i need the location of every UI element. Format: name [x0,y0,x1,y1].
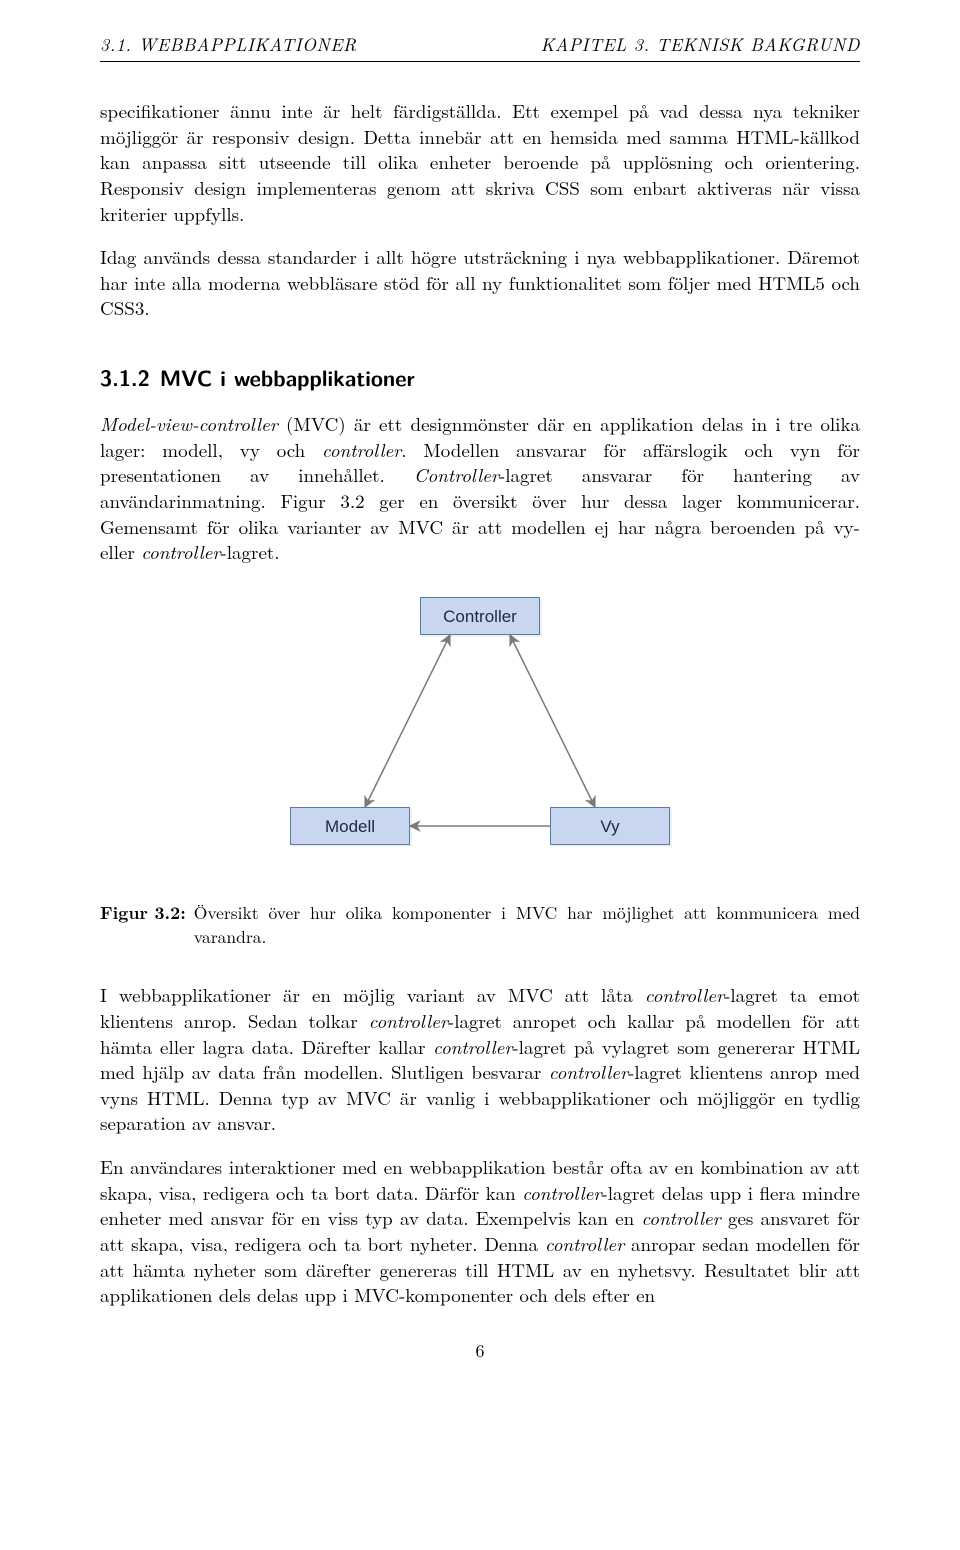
figure-3-2: Controller Modell Vy [100,587,860,887]
header-left: 3.1. WEBBAPPLIKATIONER [100,32,357,57]
running-header: 3.1. WEBBAPPLIKATIONER KAPITEL 3. TEKNIS… [100,32,860,57]
paragraph-1: specifikationer ännu inte är helt färdig… [100,98,860,226]
paragraph-2: Idag används dessa standarder i allt hög… [100,244,860,321]
mvc-node-modell: Modell [290,807,410,845]
term-mvc: Model-view-controller [100,410,278,437]
paragraph-4: I webbapplikationer är en möjlig variant… [100,982,860,1136]
mvc-edge-controller-vy [510,635,595,807]
section-number: 3.1.2 [100,361,150,393]
mvc-node-vy: Vy [550,807,670,845]
header-rule [100,61,860,62]
figure-label: Figur 3.2: [100,901,186,948]
section-heading: 3.1.2 MVC i webbapplikationer [100,361,860,393]
figure-caption: Figur 3.2: Översikt över hur olika kompo… [100,901,860,948]
page-number: 6 [100,1338,860,1363]
paragraph-3: Model-view-controller (MVC) är ett desig… [100,411,860,565]
section-title: MVC i webbapplikationer [160,361,415,393]
figure-caption-text: Översikt över hur olika komponenter i MV… [194,901,860,948]
mvc-node-controller: Controller [420,597,540,635]
header-right: KAPITEL 3. TEKNISK BAKGRUND [541,32,860,57]
paragraph-5: En användares interaktioner med en webba… [100,1154,860,1308]
mvc-diagram: Controller Modell Vy [270,587,690,887]
mvc-edge-controller-modell [365,635,450,807]
